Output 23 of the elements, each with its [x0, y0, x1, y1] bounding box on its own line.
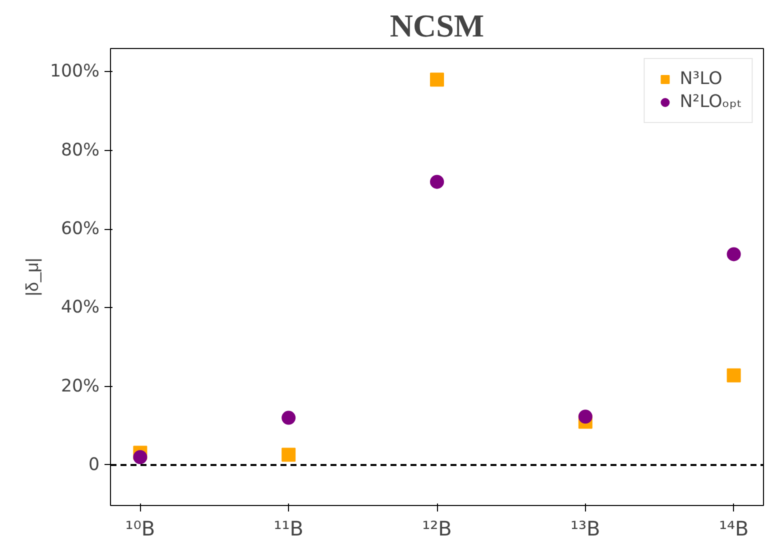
y-tick-label: 100%: [50, 62, 100, 82]
point: [430, 174, 444, 189]
x-tick-label: ¹¹B: [274, 516, 304, 540]
x-tick-label: ¹²B: [422, 516, 452, 540]
point: [282, 448, 296, 462]
point: [578, 410, 592, 424]
y-tick-label: 80%: [60, 140, 100, 160]
chart-title: NCSM: [390, 8, 484, 44]
y-tick-label: 40%: [60, 298, 100, 318]
x-tick-label: ¹³B: [570, 516, 600, 540]
x-tick-label: ¹⁰B: [125, 516, 156, 540]
point: [282, 410, 296, 425]
y-axis-title: |δ_μ|: [22, 258, 42, 296]
y-tick-label: 20%: [60, 376, 100, 396]
point: [726, 368, 741, 382]
point: [726, 247, 741, 262]
legend-label: N³LO: [680, 69, 722, 89]
y-tick-label: 0: [88, 454, 100, 475]
point: [133, 450, 148, 464]
y-tick-label: 60%: [60, 219, 100, 240]
x-tick-label: ¹⁴B: [718, 516, 749, 540]
legend-label: N²LOₒₚₜ: [680, 92, 742, 112]
point: [430, 72, 444, 87]
